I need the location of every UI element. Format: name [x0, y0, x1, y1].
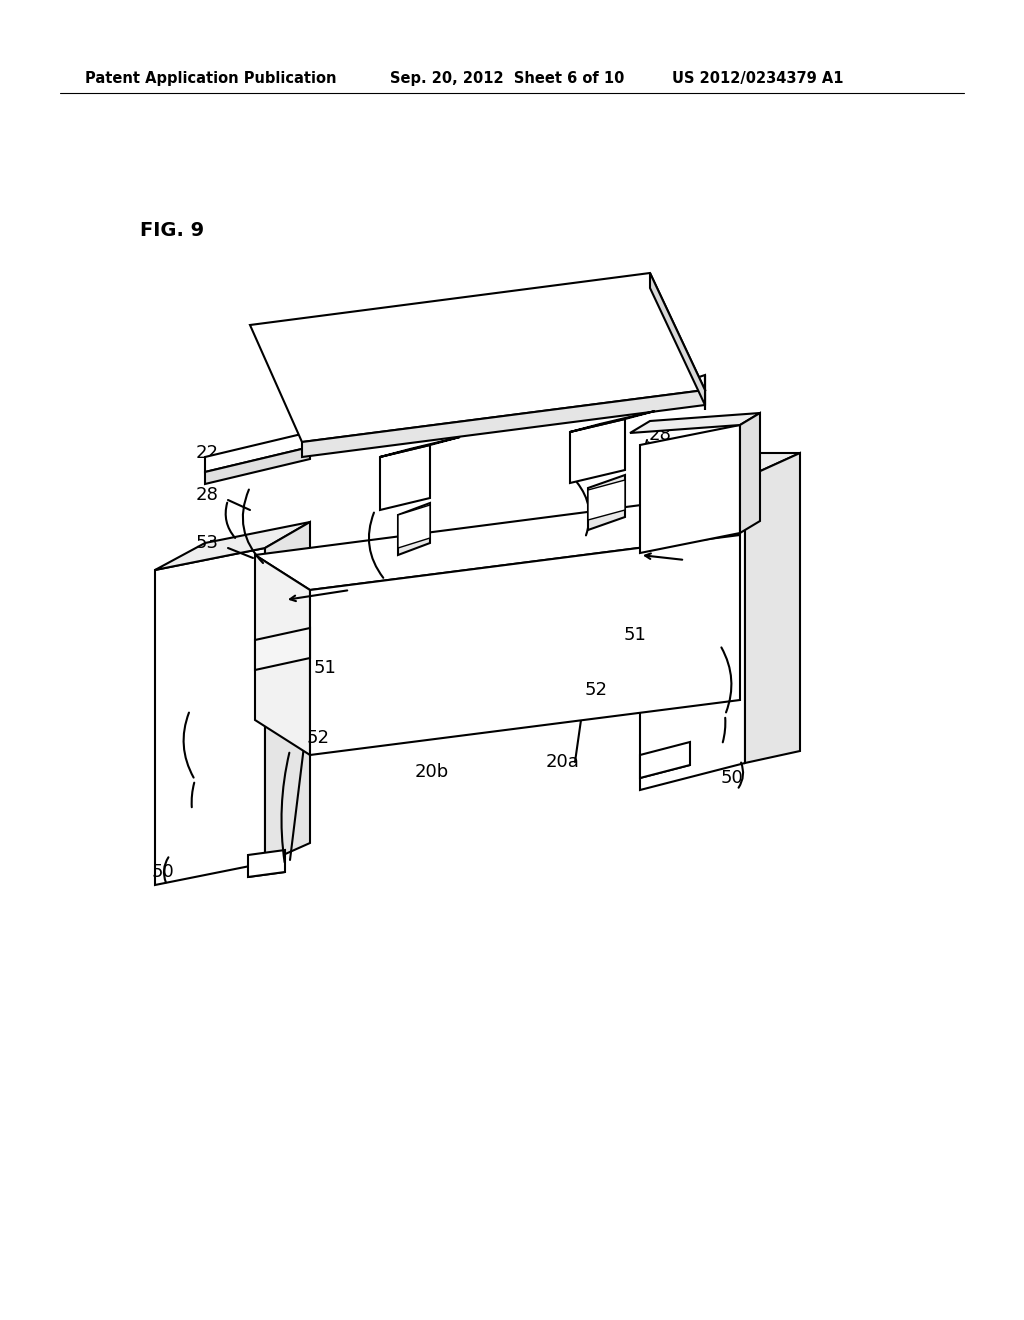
Polygon shape — [380, 445, 430, 510]
Polygon shape — [255, 554, 310, 755]
Text: 52: 52 — [585, 681, 607, 700]
Polygon shape — [155, 521, 310, 570]
Polygon shape — [248, 850, 285, 876]
Polygon shape — [640, 742, 690, 777]
Text: 51: 51 — [313, 659, 337, 677]
Text: US 2012/0234379 A1: US 2012/0234379 A1 — [672, 70, 844, 86]
Polygon shape — [398, 506, 430, 548]
Polygon shape — [640, 453, 800, 478]
Polygon shape — [302, 389, 705, 457]
Text: Patent Application Publication: Patent Application Publication — [85, 70, 337, 86]
Polygon shape — [265, 521, 310, 863]
Text: 52: 52 — [306, 729, 330, 747]
Polygon shape — [398, 503, 430, 554]
Polygon shape — [205, 432, 310, 473]
Text: 53: 53 — [196, 535, 218, 552]
Polygon shape — [255, 628, 310, 671]
Polygon shape — [380, 437, 460, 457]
Text: FIG. 9: FIG. 9 — [140, 220, 204, 239]
Polygon shape — [155, 548, 265, 884]
Text: 20a: 20a — [546, 752, 580, 771]
Polygon shape — [570, 418, 625, 483]
Text: 22: 22 — [196, 444, 218, 462]
Polygon shape — [745, 453, 800, 763]
Polygon shape — [255, 500, 740, 590]
Polygon shape — [588, 475, 625, 531]
Text: Sep. 20, 2012  Sheet 6 of 10: Sep. 20, 2012 Sheet 6 of 10 — [390, 70, 625, 86]
Polygon shape — [640, 478, 745, 789]
Polygon shape — [650, 273, 705, 405]
Polygon shape — [570, 411, 655, 432]
Polygon shape — [640, 425, 740, 553]
Text: 28: 28 — [196, 486, 218, 504]
Text: 50: 50 — [152, 863, 174, 880]
Text: 50: 50 — [721, 770, 743, 787]
Polygon shape — [630, 413, 760, 433]
Text: 22: 22 — [648, 385, 672, 404]
Polygon shape — [205, 447, 310, 484]
Polygon shape — [588, 480, 625, 520]
Text: 10: 10 — [284, 327, 306, 346]
Polygon shape — [310, 535, 740, 755]
Text: 28: 28 — [648, 426, 672, 444]
Text: 51: 51 — [624, 626, 646, 644]
Polygon shape — [250, 273, 705, 442]
Polygon shape — [640, 375, 705, 412]
Text: 20b: 20b — [415, 763, 450, 781]
Text: 53: 53 — [648, 461, 672, 479]
Polygon shape — [740, 413, 760, 533]
